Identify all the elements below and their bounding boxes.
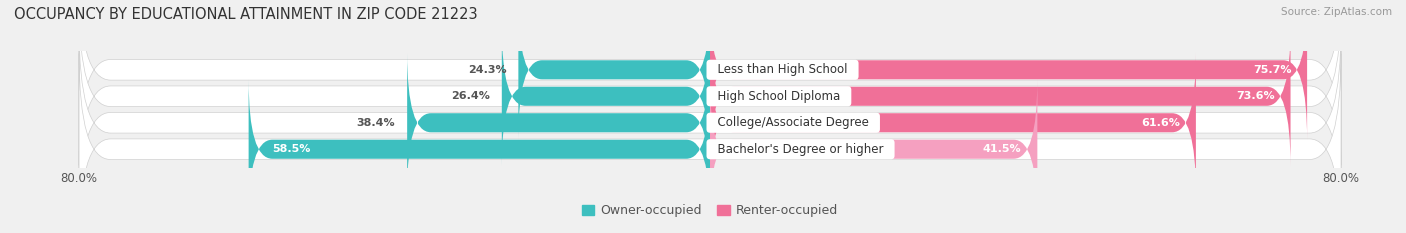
FancyBboxPatch shape xyxy=(502,26,710,166)
FancyBboxPatch shape xyxy=(710,0,1308,140)
FancyBboxPatch shape xyxy=(710,26,1291,166)
Text: 24.3%: 24.3% xyxy=(468,65,506,75)
Text: 26.4%: 26.4% xyxy=(451,91,489,101)
FancyBboxPatch shape xyxy=(408,53,710,193)
Text: 41.5%: 41.5% xyxy=(983,144,1022,154)
Text: 61.6%: 61.6% xyxy=(1142,118,1180,128)
Text: High School Diploma: High School Diploma xyxy=(710,90,848,103)
FancyBboxPatch shape xyxy=(79,27,1341,218)
Text: Source: ZipAtlas.com: Source: ZipAtlas.com xyxy=(1281,7,1392,17)
Legend: Owner-occupied, Renter-occupied: Owner-occupied, Renter-occupied xyxy=(576,199,844,222)
FancyBboxPatch shape xyxy=(710,79,1038,219)
Text: Bachelor's Degree or higher: Bachelor's Degree or higher xyxy=(710,143,891,156)
Text: Less than High School: Less than High School xyxy=(710,63,855,76)
FancyBboxPatch shape xyxy=(79,1,1341,192)
Text: 75.7%: 75.7% xyxy=(1253,65,1291,75)
Text: 73.6%: 73.6% xyxy=(1236,91,1275,101)
Text: 38.4%: 38.4% xyxy=(357,118,395,128)
FancyBboxPatch shape xyxy=(519,0,710,140)
FancyBboxPatch shape xyxy=(710,53,1197,193)
FancyBboxPatch shape xyxy=(79,54,1341,233)
FancyBboxPatch shape xyxy=(249,79,710,219)
Text: 58.5%: 58.5% xyxy=(273,144,311,154)
Text: College/Associate Degree: College/Associate Degree xyxy=(710,116,876,129)
FancyBboxPatch shape xyxy=(79,0,1341,165)
Text: OCCUPANCY BY EDUCATIONAL ATTAINMENT IN ZIP CODE 21223: OCCUPANCY BY EDUCATIONAL ATTAINMENT IN Z… xyxy=(14,7,478,22)
